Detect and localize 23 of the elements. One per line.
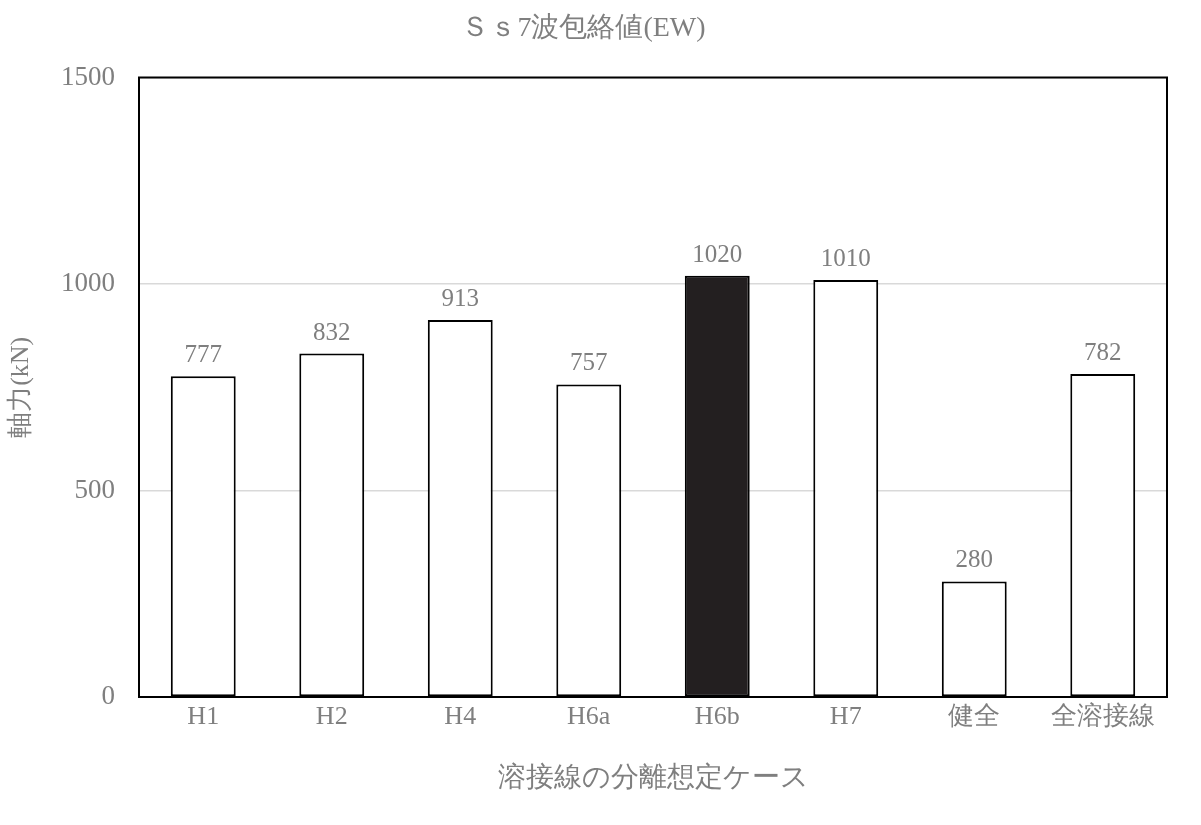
data-label: 913 [441, 284, 479, 312]
data-label: 782 [1084, 338, 1122, 366]
x-axis-title: 溶接線の分離想定ケース [497, 760, 809, 792]
y-tick-label: 1500 [61, 60, 115, 91]
y-tick-label: 0 [101, 680, 115, 711]
y-tick-label: 500 [74, 473, 115, 504]
x-tick-label: H2 [315, 701, 348, 731]
data-label: 757 [570, 348, 608, 376]
x-tick-label: H4 [444, 701, 477, 731]
data-label: 832 [313, 317, 351, 345]
x-tick-label: 全溶接線 [1050, 701, 1155, 731]
data-label: 777 [184, 340, 222, 368]
y-tick-label: 1000 [61, 267, 115, 298]
data-label: 1020 [692, 239, 743, 267]
x-tick-label: H6b [694, 701, 740, 731]
x-tick-label: H1 [187, 701, 220, 731]
data-label: 1010 [820, 244, 871, 271]
data-label: 280 [955, 545, 993, 573]
chart-title: Ｓｓ7波包絡値(EW) [461, 11, 706, 43]
x-tick-label: 健全 [948, 701, 1001, 731]
y-axis-title: 軸力(kN) [5, 336, 35, 438]
x-tick-label: H6a [567, 701, 611, 731]
x-tick-label: H7 [829, 701, 862, 731]
